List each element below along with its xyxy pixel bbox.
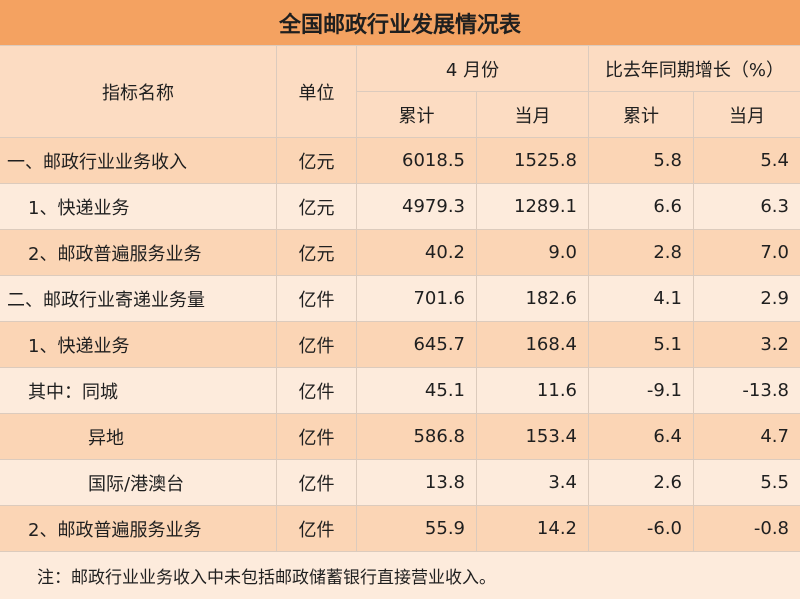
- growth-cumulative-cell: 5.8: [589, 138, 694, 184]
- table-row: 异地 亿件 586.8 153.4 6.4 4.7: [0, 414, 800, 460]
- growth-cumulative-cell: 6.4: [589, 414, 694, 460]
- header-unit: 单位: [277, 46, 357, 138]
- indicator-cell: 国际/港澳台: [0, 460, 277, 506]
- growth-cumulative-cell: 4.1: [589, 276, 694, 322]
- header-month-current: 当月: [477, 92, 589, 138]
- table-row: 2、邮政普遍服务业务 亿件 55.9 14.2 -6.0 -0.8: [0, 506, 800, 552]
- month-current-cell: 182.6: [477, 276, 589, 322]
- growth-current-cell: 3.2: [694, 322, 800, 368]
- month-current-cell: 9.0: [477, 230, 589, 276]
- table-title: 全国邮政行业发展情况表: [0, 0, 800, 46]
- growth-current-cell: 7.0: [694, 230, 800, 276]
- growth-cumulative-cell: -9.1: [589, 368, 694, 414]
- table-row: 1、快递业务 亿件 645.7 168.4 5.1 3.2: [0, 322, 800, 368]
- growth-current-cell: 6.3: [694, 184, 800, 230]
- header-month-group: 4 月份: [357, 46, 589, 92]
- unit-cell: 亿件: [277, 276, 357, 322]
- growth-current-cell: 4.7: [694, 414, 800, 460]
- indicator-cell: 二、邮政行业寄递业务量: [0, 276, 277, 322]
- header-growth-current: 当月: [694, 92, 800, 138]
- table-row: 其中：同城 亿件 45.1 11.6 -9.1 -13.8: [0, 368, 800, 414]
- unit-cell: 亿元: [277, 138, 357, 184]
- month-cumulative-cell: 701.6: [357, 276, 477, 322]
- header-growth-cumulative: 累计: [589, 92, 694, 138]
- indicator-cell: 1、快递业务: [0, 184, 277, 230]
- unit-cell: 亿件: [277, 322, 357, 368]
- header-growth-group: 比去年同期增长（%）: [589, 46, 800, 92]
- month-cumulative-cell: 45.1: [357, 368, 477, 414]
- indicator-cell: 2、邮政普遍服务业务: [0, 230, 277, 276]
- month-current-cell: 153.4: [477, 414, 589, 460]
- unit-cell: 亿元: [277, 230, 357, 276]
- unit-cell: 亿件: [277, 506, 357, 552]
- month-current-cell: 1525.8: [477, 138, 589, 184]
- growth-current-cell: -0.8: [694, 506, 800, 552]
- indicator-cell: 一、邮政行业业务收入: [0, 138, 277, 184]
- growth-current-cell: 5.4: [694, 138, 800, 184]
- month-cumulative-cell: 13.8: [357, 460, 477, 506]
- growth-current-cell: 2.9: [694, 276, 800, 322]
- header-indicator: 指标名称: [0, 46, 277, 138]
- indicator-cell: 异地: [0, 414, 277, 460]
- growth-cumulative-cell: 2.8: [589, 230, 694, 276]
- growth-current-cell: 5.5: [694, 460, 800, 506]
- table-row: 二、邮政行业寄递业务量 亿件 701.6 182.6 4.1 2.9: [0, 276, 800, 322]
- unit-cell: 亿件: [277, 368, 357, 414]
- growth-cumulative-cell: -6.0: [589, 506, 694, 552]
- table-row: 1、快递业务 亿元 4979.3 1289.1 6.6 6.3: [0, 184, 800, 230]
- month-cumulative-cell: 645.7: [357, 322, 477, 368]
- month-cumulative-cell: 4979.3: [357, 184, 477, 230]
- growth-cumulative-cell: 5.1: [589, 322, 694, 368]
- growth-cumulative-cell: 6.6: [589, 184, 694, 230]
- month-cumulative-cell: 40.2: [357, 230, 477, 276]
- indicator-cell: 其中：同城: [0, 368, 277, 414]
- indicator-cell: 2、邮政普遍服务业务: [0, 506, 277, 552]
- month-current-cell: 3.4: [477, 460, 589, 506]
- table-row: 国际/港澳台 亿件 13.8 3.4 2.6 5.5: [0, 460, 800, 506]
- month-current-cell: 168.4: [477, 322, 589, 368]
- month-current-cell: 1289.1: [477, 184, 589, 230]
- table-row: 一、邮政行业业务收入 亿元 6018.5 1525.8 5.8 5.4: [0, 138, 800, 184]
- table-footnote: 注：邮政行业业务收入中未包括邮政储蓄银行直接营业收入。: [0, 552, 800, 599]
- header-month-cumulative: 累计: [357, 92, 477, 138]
- month-current-cell: 14.2: [477, 506, 589, 552]
- month-cumulative-cell: 55.9: [357, 506, 477, 552]
- unit-cell: 亿元: [277, 184, 357, 230]
- unit-cell: 亿件: [277, 414, 357, 460]
- growth-current-cell: -13.8: [694, 368, 800, 414]
- month-cumulative-cell: 6018.5: [357, 138, 477, 184]
- unit-cell: 亿件: [277, 460, 357, 506]
- month-current-cell: 11.6: [477, 368, 589, 414]
- month-cumulative-cell: 586.8: [357, 414, 477, 460]
- indicator-cell: 1、快递业务: [0, 322, 277, 368]
- table-row: 2、邮政普遍服务业务 亿元 40.2 9.0 2.8 7.0: [0, 230, 800, 276]
- table-header: 指标名称 单位 4 月份 比去年同期增长（%） 累计 当月 累计 当月: [0, 46, 800, 138]
- growth-cumulative-cell: 2.6: [589, 460, 694, 506]
